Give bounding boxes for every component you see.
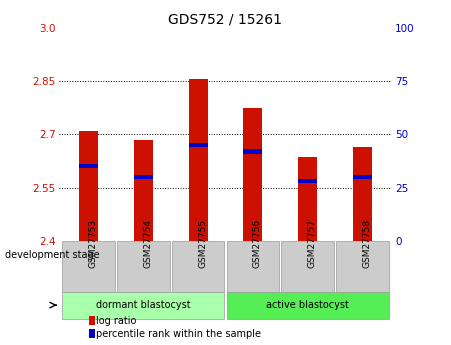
Bar xyxy=(62,292,225,319)
Bar xyxy=(298,179,317,184)
Text: GSM27755: GSM27755 xyxy=(198,218,207,268)
Bar xyxy=(243,149,262,154)
Bar xyxy=(353,147,372,241)
Text: GSM27753: GSM27753 xyxy=(89,218,98,268)
Bar xyxy=(134,140,153,241)
Bar xyxy=(353,175,372,179)
Bar xyxy=(226,241,279,292)
Text: GSM27754: GSM27754 xyxy=(143,218,152,267)
Bar xyxy=(117,241,170,292)
Bar xyxy=(281,241,334,292)
Bar xyxy=(89,329,95,339)
Bar xyxy=(189,79,208,241)
Text: dormant blastocyst: dormant blastocyst xyxy=(96,300,191,310)
Text: percentile rank within the sample: percentile rank within the sample xyxy=(97,329,262,339)
Text: GSM27757: GSM27757 xyxy=(308,218,317,268)
Bar xyxy=(89,316,95,325)
Title: GDS752 / 15261: GDS752 / 15261 xyxy=(169,12,282,27)
Bar xyxy=(336,241,389,292)
Text: active blastocyst: active blastocyst xyxy=(266,300,349,310)
Bar xyxy=(172,241,225,292)
Bar xyxy=(79,164,98,168)
Text: development stage: development stage xyxy=(5,250,99,260)
Bar xyxy=(298,157,317,241)
Text: GSM27756: GSM27756 xyxy=(253,218,262,268)
Text: GSM27758: GSM27758 xyxy=(362,218,371,268)
Bar xyxy=(62,241,115,292)
Bar xyxy=(134,175,153,179)
Bar xyxy=(226,292,389,319)
Text: log ratio: log ratio xyxy=(97,316,137,326)
Bar xyxy=(79,131,98,241)
Bar xyxy=(189,143,208,147)
Bar xyxy=(243,108,262,241)
